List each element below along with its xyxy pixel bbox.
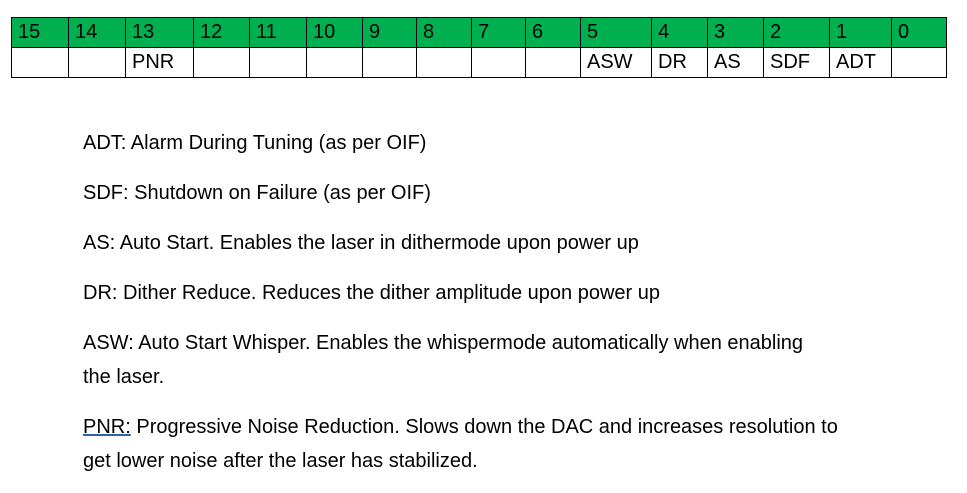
definition-line: SDF: Shutdown on Failure (as per OIF) <box>83 181 431 205</box>
field-name-cell: ASW <box>580 47 652 78</box>
bit-number-cell: 0 <box>891 17 947 48</box>
definition-text: get lower noise after the laser has stab… <box>83 450 478 472</box>
bit-number-cell: 4 <box>651 17 708 48</box>
field-name-cell: ADT <box>829 47 892 78</box>
field-name-cell <box>306 47 363 78</box>
field-name-cell: AS <box>707 47 764 78</box>
bit-number-cell: 8 <box>416 17 472 48</box>
bit-number-cell: 9 <box>362 17 417 48</box>
bit-number-cell: 3 <box>707 17 764 48</box>
definition-text: ASW: Auto Start Whisper. Enables the whi… <box>83 332 804 354</box>
bit-number-row: 15 14 13 12 11 10 9 8 7 6 5 4 3 2 1 0 <box>11 17 947 48</box>
field-name-row: PNR ASW DR AS SDF ADT <box>11 47 947 78</box>
bit-number-cell: 14 <box>68 17 126 48</box>
bit-number-cell: 11 <box>249 17 307 48</box>
definition-line: DR: Dither Reduce. Reduces the dither am… <box>83 281 660 305</box>
register-bit-table: 15 14 13 12 11 10 9 8 7 6 5 4 3 2 1 0 PNR ASW DR AS SDF ADT <box>11 17 947 78</box>
definition-line: the laser. <box>83 365 164 389</box>
bit-number-cell: 13 <box>125 17 194 48</box>
bit-number-cell: 7 <box>471 17 526 48</box>
bit-number-cell: 12 <box>193 17 250 48</box>
definition-text: AS: Auto Start. Enables the laser in dit… <box>83 232 639 254</box>
definition-text: Progressive Noise Reduction. Slows down … <box>130 416 838 438</box>
bit-number-cell: 15 <box>11 17 69 48</box>
definition-line: ADT: Alarm During Tuning (as per OIF) <box>83 131 426 155</box>
definition-text: SDF: Shutdown on Failure (as per OIF) <box>83 182 431 204</box>
field-name-cell <box>11 47 69 78</box>
field-name-cell <box>249 47 307 78</box>
field-name-cell <box>362 47 417 78</box>
definition-text: DR: Dither Reduce. Reduces the dither am… <box>83 282 660 304</box>
field-name-cell: SDF <box>763 47 830 78</box>
definition-term: PNR: <box>83 416 131 438</box>
definition-line: AS: Auto Start. Enables the laser in dit… <box>83 231 639 255</box>
definition-line: get lower noise after the laser has stab… <box>83 449 478 473</box>
field-name-cell <box>471 47 526 78</box>
field-name-cell <box>891 47 947 78</box>
field-name-cell: DR <box>651 47 708 78</box>
definition-text: ADT: Alarm During Tuning (as per OIF) <box>83 132 427 154</box>
definition-line: ASW: Auto Start Whisper. Enables the whi… <box>83 331 803 355</box>
definition-line: PNR: Progressive Noise Reduction. Slows … <box>83 415 838 439</box>
field-name-cell <box>416 47 472 78</box>
field-name-cell <box>525 47 581 78</box>
field-name-cell <box>68 47 126 78</box>
bit-number-cell: 2 <box>763 17 830 48</box>
bit-number-cell: 10 <box>306 17 363 48</box>
bit-number-cell: 5 <box>580 17 652 48</box>
bit-number-cell: 1 <box>829 17 892 48</box>
definition-text: the laser. <box>83 366 165 388</box>
bit-number-cell: 6 <box>525 17 581 48</box>
field-name-cell: PNR <box>125 47 194 78</box>
field-name-cell <box>193 47 250 78</box>
